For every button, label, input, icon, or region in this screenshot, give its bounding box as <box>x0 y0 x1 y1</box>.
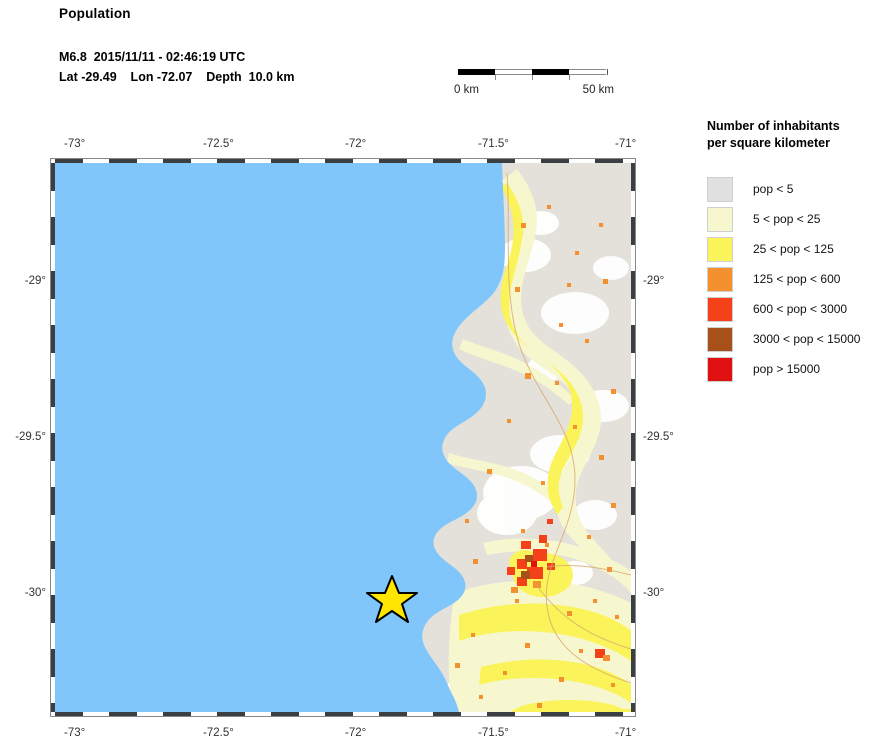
map-frame-border-top <box>55 158 631 163</box>
legend-color-swatch <box>707 356 733 382</box>
map-canvas[interactable]: Coquimbo <box>55 163 631 712</box>
axis-label-top-lon-3: -72° <box>345 138 367 150</box>
land-fill <box>422 163 631 712</box>
scale-bar-segment <box>458 69 495 75</box>
legend-item: pop > 15000 <box>707 354 892 384</box>
legend-item-label: 600 < pop < 3000 <box>753 302 848 316</box>
legend-item: 25 < pop < 125 <box>707 234 892 264</box>
axis-label-right-lat-1: -29° <box>643 275 665 287</box>
legend-color-swatch <box>707 206 733 232</box>
legend-item-label: pop > 15000 <box>753 362 821 376</box>
axis-label-left-lat-1: -29° <box>24 275 46 287</box>
legend-item-list: pop < 5 5 < pop < 25 25 < pop < 125 125 < p… <box>707 174 892 384</box>
scale-bar-tick <box>569 75 570 80</box>
legend-item-label: 25 < pop < 125 <box>753 242 834 256</box>
axis-label-left-lat-2: -29.5° <box>15 431 46 443</box>
legend-color-swatch <box>707 236 733 262</box>
legend-item: pop < 5 <box>707 174 892 204</box>
legend-title: Number of inhabitants per square kilomet… <box>707 118 892 152</box>
axis-label-right-lat-3: -30° <box>643 587 665 599</box>
legend-title-line2: per square kilometer <box>707 136 830 150</box>
map-frame-border-left <box>50 163 55 712</box>
legend-item-label: 3000 < pop < 15000 <box>753 332 861 346</box>
scale-bar-tick <box>532 75 533 80</box>
legend-item: 600 < pop < 3000 <box>707 294 892 324</box>
axis-label-top-lon-5: -71° <box>615 138 637 150</box>
axis-label-top-lon-4: -71.5° <box>478 138 509 150</box>
scale-bar-max-label: 50 km <box>582 84 614 96</box>
legend-item: 125 < pop < 600 <box>707 264 892 294</box>
event-location-line: Lat -29.49 Lon -72.07 Depth 10.0 km <box>59 70 295 84</box>
scale-bar: 0 km 50 km <box>454 64 614 98</box>
axis-label-bottom-lon-4: -71.5° <box>478 727 509 739</box>
map-frame-border-bottom <box>55 712 631 717</box>
axis-label-bottom-lon-3: -72° <box>345 727 367 739</box>
scale-bar-min-label: 0 km <box>454 84 479 96</box>
map-container[interactable]: Coquimbo <box>50 158 636 717</box>
axis-label-left-lat-3: -30° <box>24 587 46 599</box>
epicenter-star-icon[interactable] <box>366 574 418 624</box>
event-summary-line: M6.8 2015/11/11 - 02:46:19 UTC <box>59 50 246 64</box>
axis-label-top-lon-1: -73° <box>64 138 86 150</box>
axis-label-bottom-lon-5: -71° <box>615 727 637 739</box>
legend-item: 5 < pop < 25 <box>707 204 892 234</box>
scale-bar-segment <box>569 69 606 75</box>
legend-color-swatch <box>707 176 733 202</box>
land-population-layer <box>422 163 631 712</box>
scale-bar-segment <box>495 69 532 75</box>
legend-item-label: pop < 5 <box>753 182 794 196</box>
legend-color-swatch <box>707 266 733 292</box>
legend-item: 3000 < pop < 15000 <box>707 324 892 354</box>
scale-bar-tick <box>495 75 496 80</box>
map-frame-border-right <box>631 163 636 712</box>
header-block: Population M6.8 2015/11/11 - 02:46:19 UT… <box>59 6 619 84</box>
axis-label-bottom-lon-1: -73° <box>64 727 86 739</box>
axis-label-right-lat-2: -29.5° <box>643 431 674 443</box>
page-title: Population <box>59 6 131 21</box>
axis-label-bottom-lon-2: -72.5° <box>203 727 234 739</box>
legend-panel: Number of inhabitants per square kilomet… <box>707 118 892 384</box>
axis-label-top-lon-2: -72.5° <box>203 138 234 150</box>
legend-title-line1: Number of inhabitants <box>707 119 840 133</box>
legend-item-label: 125 < pop < 600 <box>753 272 841 286</box>
legend-color-swatch <box>707 296 733 322</box>
legend-item-label: 5 < pop < 25 <box>753 212 821 226</box>
scale-bar-segment <box>532 69 569 75</box>
legend-color-swatch <box>707 326 733 352</box>
